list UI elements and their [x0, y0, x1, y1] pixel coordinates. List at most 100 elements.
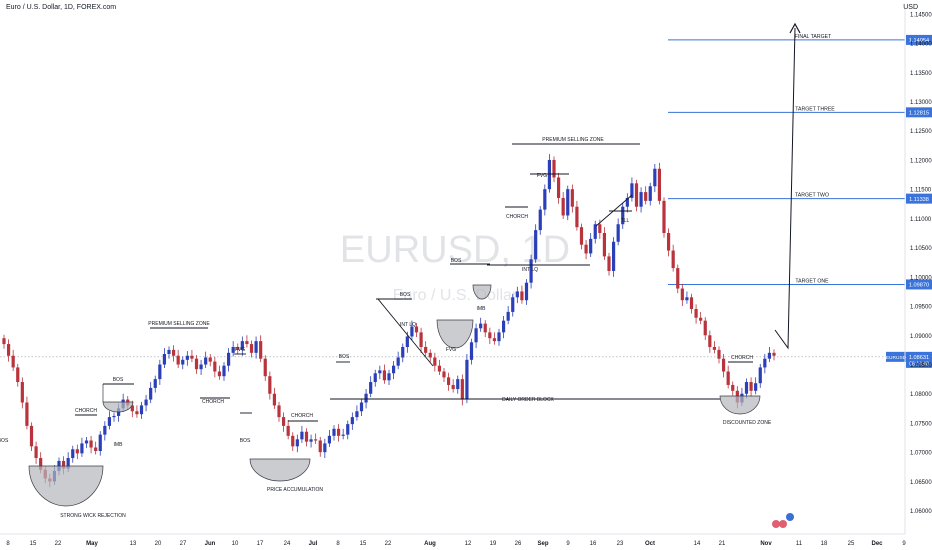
y-tick-label: 1.10500	[910, 246, 932, 252]
candle-body	[391, 365, 396, 374]
candle-body	[708, 335, 712, 347]
candle-body	[66, 458, 70, 469]
y-tick-label: 1.06500	[910, 480, 932, 486]
x-tick-label: May	[86, 541, 98, 547]
countdown-label: 06:14:48	[909, 362, 929, 368]
candle-body	[249, 344, 254, 353]
x-tick-label: Oct	[645, 541, 655, 547]
candle-body	[634, 183, 639, 207]
candle-body	[2, 338, 6, 345]
trend-line	[595, 194, 633, 227]
imbalance-zone	[102, 401, 134, 413]
candle-body	[410, 326, 414, 337]
candle-body	[772, 352, 776, 356]
candle-body	[694, 308, 698, 318]
candle-body	[240, 341, 244, 350]
x-tick-label: 25	[848, 541, 855, 547]
candle-body	[657, 168, 662, 201]
candle-body	[153, 379, 157, 388]
y-tick-label: 1.13000	[910, 100, 932, 106]
price-unit: USD	[903, 4, 918, 11]
x-tick-label: 9	[566, 541, 570, 547]
candle-body	[456, 379, 460, 390]
candle-body	[149, 387, 153, 400]
candle-body	[689, 297, 694, 309]
candle-body	[662, 200, 666, 234]
symbol-tag-label: EURUSD	[886, 355, 907, 361]
target-level-label: TARGET TWO	[795, 193, 829, 199]
candle-body	[721, 358, 726, 372]
x-tick-label: Nov	[760, 541, 772, 547]
annotation-label: FVG	[235, 347, 245, 353]
candle-body	[648, 186, 652, 201]
x-tick-label: 23	[617, 541, 624, 547]
candle-body	[703, 320, 707, 336]
candle-body	[350, 417, 354, 425]
x-tick-label: 15	[360, 541, 367, 547]
candle-body	[39, 458, 43, 470]
annotation-label: PREMIUM SELLING ZONE	[148, 321, 210, 327]
candle-body	[144, 399, 148, 406]
candle-body	[213, 361, 217, 372]
candle-body	[511, 297, 515, 312]
candle-body	[336, 428, 341, 436]
candle-body	[281, 417, 286, 426]
x-tick-label: Aug	[424, 541, 436, 547]
candle-body	[314, 439, 318, 441]
candle-body	[616, 224, 620, 242]
candle-body	[75, 449, 79, 454]
annotation-label: INT LQ	[522, 267, 538, 273]
news-icon	[772, 520, 780, 528]
annotation-label: FVG	[537, 173, 547, 179]
y-tick-label: 1.06000	[910, 509, 932, 515]
candle-body	[483, 323, 487, 333]
candle-body	[579, 227, 584, 245]
candle-body	[332, 428, 336, 436]
candle-body	[254, 341, 258, 353]
candle-body	[199, 364, 203, 370]
candle-body	[552, 159, 556, 178]
x-tick-label: 9	[902, 541, 906, 547]
price-tag-label: 1.11338	[909, 197, 929, 203]
candles	[2, 22, 801, 488]
candle-body	[286, 425, 290, 436]
x-tick-label: Jun	[205, 541, 216, 547]
candle-body	[222, 365, 226, 377]
candle-body	[378, 370, 382, 374]
candle-body	[515, 291, 519, 298]
annotation-label: CHORCH	[291, 413, 313, 419]
candle-body	[167, 349, 171, 354]
candle-body	[712, 346, 717, 350]
candle-body	[80, 443, 84, 454]
candle-body	[442, 371, 446, 378]
candle-body	[318, 440, 322, 453]
annotation-label: TLL	[621, 218, 630, 224]
candle-body	[685, 297, 689, 301]
candle-body	[373, 373, 377, 383]
candle-body	[61, 460, 66, 469]
candle-body	[469, 342, 474, 360]
x-tick-label: 21	[719, 541, 726, 547]
x-tick-label: 17	[257, 541, 264, 547]
candle-body	[621, 206, 625, 225]
annotation-label: BOS	[113, 377, 124, 383]
rejection-zone	[28, 465, 104, 507]
fvg-zone	[436, 319, 474, 349]
y-tick-label: 1.08000	[910, 392, 932, 398]
candle-body	[758, 367, 762, 384]
candle-body	[268, 376, 272, 394]
symbol-header: Euro / U.S. Dollar, 1D, FOREX.com	[6, 4, 117, 11]
candle-body	[130, 405, 134, 412]
candle-body	[424, 346, 428, 353]
candle-body	[323, 443, 327, 453]
annotations: STRONG WICK REJECTION CHORCH BOS BOS IMB PREM…	[0, 137, 794, 528]
candle-body	[98, 434, 102, 452]
annotation-label: IMB	[114, 442, 124, 448]
annotation-label: PREMIUM SELLING ZONE	[542, 137, 604, 143]
candle-body	[16, 367, 20, 383]
candle-body	[355, 411, 359, 418]
candle-body	[749, 382, 753, 391]
candle-body	[236, 346, 240, 350]
candle-body	[291, 435, 295, 447]
y-tick-label: 1.09000	[910, 334, 932, 340]
